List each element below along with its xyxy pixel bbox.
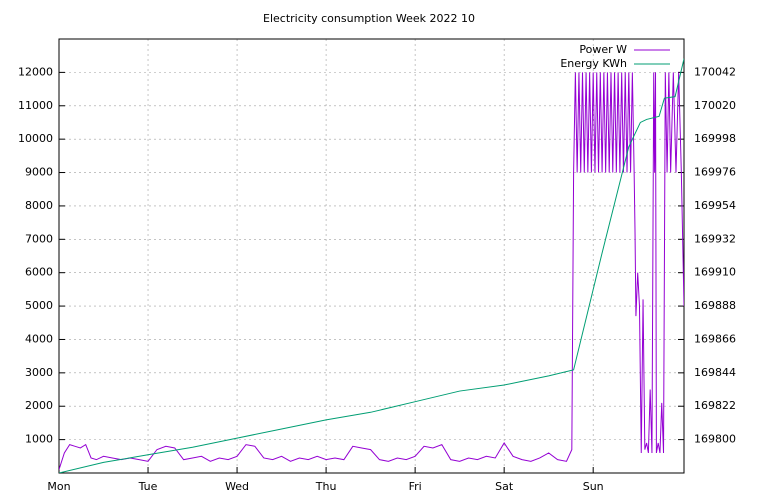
x-tick-label: Wed (225, 480, 249, 493)
y2-tick-label: 169910 (694, 266, 736, 279)
y-tick-label: 9000 (25, 166, 53, 179)
plot-frame (58, 38, 685, 474)
y-tick-label: 8000 (25, 199, 53, 212)
y2-tick-label: 169822 (694, 399, 736, 412)
x-tick-label: Tue (138, 480, 158, 493)
series-line (59, 58, 684, 473)
y-tick-label: 10000 (18, 132, 53, 145)
x-tick-label: Mon (47, 480, 70, 493)
x-tick-label: Sat (495, 480, 514, 493)
x-tick-label: Fri (409, 480, 422, 493)
y-tick-label: 4000 (25, 332, 53, 345)
y2-tick-label: 169844 (694, 366, 736, 379)
y-tick-label: 3000 (25, 366, 53, 379)
chart-title: Electricity consumption Week 2022 10 (263, 12, 475, 25)
y-tick-label: 2000 (25, 399, 53, 412)
legend-label: Energy KWh (560, 57, 627, 70)
y-tick-label: 6000 (25, 266, 53, 279)
y2-tick-label: 169998 (694, 132, 736, 145)
x-tick-label: Thu (315, 480, 337, 493)
y-tick-label: 7000 (25, 232, 53, 245)
y2-tick-label: 170042 (694, 65, 736, 78)
plot-area (59, 58, 684, 473)
y-tick-label: 5000 (25, 299, 53, 312)
legend-label: Power W (579, 43, 627, 56)
y2-tick-label: 169932 (694, 232, 736, 245)
y2-tick-label: 169954 (694, 199, 736, 212)
series-line (59, 72, 684, 470)
y2-tick-label: 170020 (694, 99, 736, 112)
y2-tick-label: 169976 (694, 166, 736, 179)
y-tick-label: 12000 (18, 65, 53, 78)
y2-tick-label: 169866 (694, 332, 736, 345)
y2-tick-label: 169888 (694, 299, 736, 312)
x-tick-label: Sun (583, 480, 604, 493)
y-tick-label: 11000 (18, 99, 53, 112)
y2-tick-label: 169800 (694, 433, 736, 446)
y-tick-label: 1000 (25, 433, 53, 446)
